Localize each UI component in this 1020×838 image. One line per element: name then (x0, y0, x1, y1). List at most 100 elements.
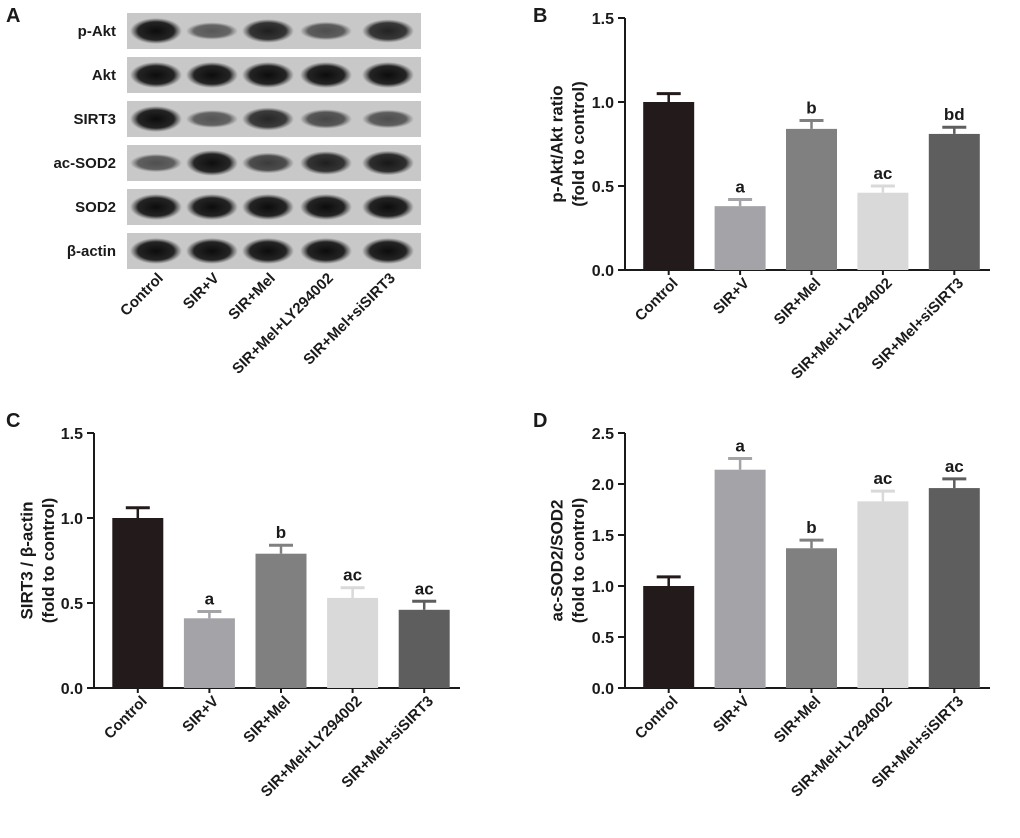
y-axis-title-line: (fold to control) (569, 81, 588, 207)
significance-label: ac (873, 164, 892, 183)
x-tick-label: SIR+Mel (771, 693, 825, 747)
blot-lane-label: SIR+Mel+LY294002 (229, 270, 337, 378)
y-axis-title-line: p-Akt/Akt ratio (548, 85, 567, 202)
blot-row-actin: β-actin (67, 233, 421, 269)
bar-sir-v (714, 469, 766, 688)
blot-band (186, 194, 238, 220)
bar-series: a b ac ac (112, 506, 450, 688)
blot-row-sirt3: SIRT3 (73, 101, 421, 137)
x-tick-label: SIR+V (710, 275, 753, 318)
blot-row-akt: Akt (92, 57, 421, 93)
y-tick-label: 1.0 (592, 579, 614, 596)
blot-lane-label: Control (117, 270, 167, 320)
panel-label-c: C (6, 410, 20, 432)
panel-label-b: B (533, 5, 547, 27)
blot-band (242, 152, 294, 174)
blot-band (242, 238, 294, 264)
blot-row-ac-sod2: ac-SOD2 (53, 145, 421, 181)
bar-sir-mel-ly294002 (857, 192, 909, 270)
chart-sirt3-ratio: 0.0 0.5 1.0 1.5 SIRT3 / β-actin (fold to cont… (18, 426, 460, 801)
y-axis: 0.0 0.5 1.0 1.5 2.0 2.5 (592, 426, 626, 698)
significance-label: a (205, 590, 215, 609)
blot-band (130, 194, 182, 220)
blot-band (186, 110, 238, 128)
chart-p-akt-ratio: 0.0 0.5 1.0 1.5 p-Akt/Akt ratio (fold to cont… (548, 11, 990, 383)
x-tick-label: SIR+Mel (771, 275, 825, 329)
bar-sir-mel-sisirt3 (928, 488, 980, 688)
blot-band (300, 238, 352, 264)
y-axis-title: SIRT3 / β-actin (fold to control) (18, 498, 58, 624)
panel-label-a: A (6, 5, 20, 27)
blot-band (362, 194, 414, 220)
y-axis: 0.0 0.5 1.0 1.5 (61, 426, 95, 698)
y-axis-title-line: SIRT3 / β-actin (18, 501, 37, 619)
blot-band (242, 107, 294, 131)
blot-band (300, 151, 352, 175)
blot-lane-label: SIR+V (180, 270, 223, 313)
significance-label: a (735, 177, 745, 196)
blot-band (130, 106, 182, 132)
y-axis-title: ac-SOD2/SOD2 (fold to control) (548, 498, 588, 624)
blot-band (186, 22, 238, 40)
bar-sir-mel-ly294002 (327, 597, 379, 688)
blot-band (300, 21, 352, 41)
significance-label: b (806, 98, 816, 117)
x-tick-label: Control (632, 275, 682, 325)
blot-row-label: SOD2 (75, 199, 116, 216)
blot-band (242, 194, 294, 220)
significance-label: b (276, 523, 286, 542)
x-tick-label: Control (101, 693, 151, 743)
bar-sir-mel-sisirt3 (928, 133, 980, 270)
blot-row-label: SIRT3 (73, 111, 116, 128)
blot-lane-label: SIR+Mel (225, 270, 279, 324)
y-tick-label: 0.0 (61, 681, 83, 698)
y-tick-label: 0.5 (592, 630, 614, 647)
blot-band (130, 18, 182, 44)
blot-row-label: ac-SOD2 (53, 155, 116, 172)
y-tick-label: 0.0 (592, 681, 614, 698)
bar-series: a b ac ac (643, 437, 980, 688)
bar-sir-mel (786, 548, 837, 688)
blot-band (362, 109, 414, 129)
significance-label: ac (343, 566, 362, 585)
significance-label: ac (873, 469, 892, 488)
y-tick-label: 0.0 (592, 263, 614, 280)
bar-sir-mel-sisirt3 (398, 609, 450, 688)
panel-label-d: D (533, 410, 547, 432)
y-tick-label: 1.5 (592, 11, 614, 28)
blot-row-p-akt: p-Akt (78, 13, 421, 49)
significance-label: b (806, 518, 816, 537)
significance-label: ac (945, 457, 964, 476)
blot-row-label: Akt (92, 67, 116, 84)
blot-band (362, 238, 414, 264)
y-axis-title-line: (fold to control) (39, 498, 58, 624)
bar-sir-mel (786, 128, 837, 270)
x-tick-label: Control (632, 693, 682, 743)
bar-control (643, 102, 695, 270)
blot-band (300, 109, 352, 129)
blot-row-label: p-Akt (78, 23, 116, 40)
bar-sir-mel-ly294002 (857, 501, 909, 688)
blot-band (186, 150, 238, 176)
x-tick-label: SIR+V (179, 693, 222, 736)
blot-band (130, 238, 182, 264)
blot-band (362, 19, 414, 43)
y-tick-label: 0.5 (592, 179, 614, 196)
blot-band (186, 238, 238, 264)
bar-sir-mel (255, 553, 307, 688)
y-tick-label: 1.5 (61, 426, 83, 443)
y-axis-title-line: (fold to control) (569, 498, 588, 624)
bar-sir-v (183, 618, 235, 688)
y-tick-label: 2.0 (592, 477, 614, 494)
bar-series: a b ac bd (643, 92, 980, 270)
significance-label: bd (944, 105, 965, 124)
y-axis-title-line: ac-SOD2/SOD2 (548, 500, 567, 622)
significance-label: ac (415, 579, 434, 598)
x-tick-label: SIR+Mel (240, 693, 294, 747)
chart-ac-sod2-ratio: 0.0 0.5 1.0 1.5 2.0 2.5 ac-SOD2/SOD2 (fold to c… (548, 426, 990, 801)
blot-band (130, 153, 182, 173)
bar-control (643, 586, 695, 688)
y-tick-label: 1.0 (592, 95, 614, 112)
